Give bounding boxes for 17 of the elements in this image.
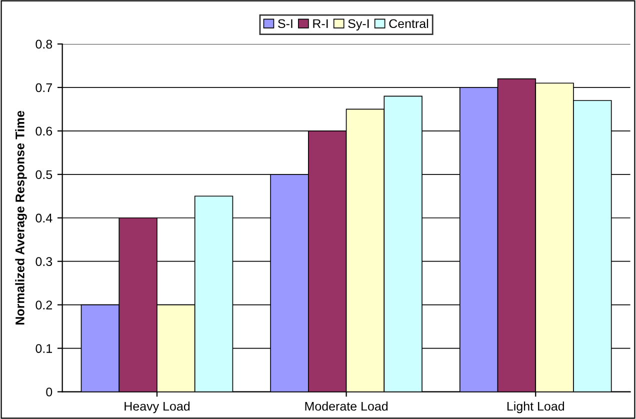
legend-label: S-I: [278, 19, 292, 28]
y-tick-label: 0.4: [36, 214, 52, 223]
y-axis-title: Normalized Average Response Time: [15, 110, 27, 324]
legend-label: Sy-I: [348, 19, 369, 31]
legend-label: R-I: [313, 19, 328, 28]
y-tick-label: 0.5: [36, 170, 52, 180]
x-tick-label: Heavy Load: [124, 401, 190, 414]
y-tick-label: 0.7: [36, 83, 52, 92]
y-tick-label: 0.2: [36, 300, 52, 310]
y-tick-label: 0.8: [36, 40, 52, 49]
x-tick-label: Light Load: [507, 401, 564, 414]
y-tick-label: 0: [46, 388, 52, 396]
y-tick-label: 0.6: [36, 126, 52, 136]
y-tick-label: 0.3: [36, 257, 52, 266]
legend-label: Central: [389, 18, 428, 28]
x-tick-label: Moderate Load: [305, 401, 388, 411]
y-tick-label: 0.1: [36, 344, 52, 353]
